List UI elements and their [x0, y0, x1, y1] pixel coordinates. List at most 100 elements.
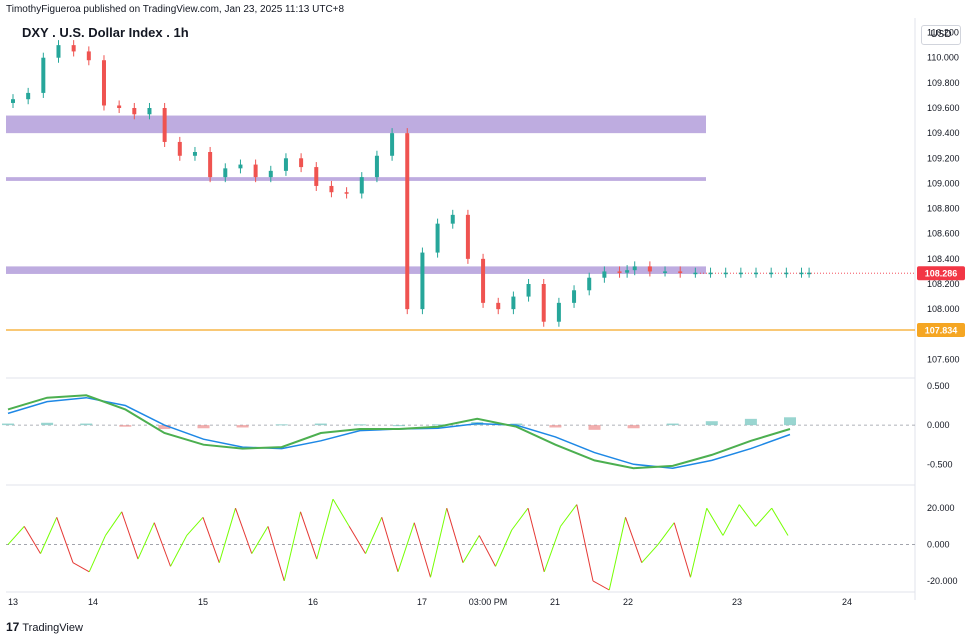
price-tick-label: 110.200 [927, 28, 959, 38]
osc-segment [527, 508, 545, 572]
candle-body [647, 266, 652, 272]
time-tick-label: 16 [308, 597, 318, 607]
osc-segment [722, 504, 740, 536]
tradingview-logo-icon: 17 [6, 620, 20, 634]
price-tick-label: 109.800 [927, 78, 960, 88]
candle-body [435, 223, 440, 253]
candle-body [71, 45, 76, 52]
osc-segment [608, 517, 626, 591]
candle-body [587, 277, 592, 291]
candle-body [283, 158, 288, 171]
candle-body [663, 271, 668, 273]
wt-tick-label: -0.500 [927, 459, 953, 469]
candle-body [617, 271, 622, 273]
publisher-caption: TimothyFigueroa published on TradingView… [6, 4, 345, 15]
osc-segment [7, 526, 25, 545]
wt-histogram-bar [666, 423, 679, 426]
wt-histogram-bar [80, 423, 93, 426]
price-tick-label: 109.600 [927, 103, 960, 113]
resistance-zone-upper [6, 115, 706, 134]
wt-fast-line [7, 394, 791, 470]
candle-body [738, 272, 743, 275]
osc-segment [23, 526, 41, 554]
osc-segment [170, 535, 188, 567]
osc-segment [300, 511, 318, 560]
candle-body [420, 252, 425, 310]
osc-segment [332, 498, 350, 527]
candle-body [329, 185, 334, 193]
candle-body [541, 284, 546, 322]
osc-segment [706, 507, 724, 536]
candle-body [299, 158, 304, 168]
osc-segment [641, 544, 659, 564]
osc-segment [348, 526, 366, 554]
candle-body [481, 258, 486, 303]
candle-body [465, 214, 470, 259]
time-tick-label: 23 [732, 597, 742, 607]
candle-body [754, 272, 759, 275]
osc-segment [88, 535, 106, 573]
osc-segment [153, 522, 171, 567]
osc-segment [478, 535, 496, 567]
osc-segment [625, 517, 643, 563]
candle-body [526, 284, 531, 297]
wt-slow-line [7, 396, 791, 469]
osc-segment [218, 508, 236, 563]
candle-body [450, 214, 455, 224]
osc-tick-label: 0.000 [927, 540, 950, 550]
price-tick-label: 109.400 [927, 128, 960, 138]
osc-segment [72, 562, 90, 573]
osc-segment [365, 517, 383, 554]
tradingview-brand: 17 TradingView [6, 620, 83, 634]
time-tick-label: 24 [842, 597, 852, 607]
wt-histogram-bar [197, 425, 210, 429]
candle-body [132, 108, 137, 115]
candle-body [86, 51, 91, 61]
osc-segment [202, 517, 220, 563]
candle-body [56, 45, 61, 58]
osc-segment [511, 507, 529, 531]
pivot-zone [6, 266, 706, 274]
brand-label: TradingView [22, 622, 83, 634]
candle-body [238, 164, 243, 169]
candle-body [26, 92, 31, 100]
last-price-label-bg [917, 266, 965, 281]
wt-histogram-bar [275, 424, 288, 426]
osc-segment [105, 511, 123, 536]
candle-body [223, 168, 228, 178]
osc-segment [40, 517, 58, 554]
candle-body [405, 133, 410, 310]
candle-body [344, 192, 349, 194]
currency-button[interactable]: USD [921, 25, 961, 45]
candle-body [208, 152, 213, 178]
price-tick-label: 109.200 [927, 153, 960, 163]
osc-segment [235, 508, 253, 554]
wt-histogram-bar [784, 417, 796, 426]
wt-histogram-bar [314, 423, 327, 426]
candle-body [723, 272, 728, 275]
support-price-label-bg [917, 323, 965, 338]
wt-histogram-bar [549, 425, 562, 428]
osc-segment [446, 508, 464, 563]
time-tick-label: 03:00 PM [469, 597, 508, 607]
candle-body [268, 170, 273, 178]
osc-segment [657, 522, 675, 545]
price-tick-label: 108.400 [927, 254, 960, 264]
price-tick-label: 109.000 [927, 178, 960, 188]
osc-segment [251, 526, 269, 554]
osc-segment [771, 507, 789, 536]
candle-body [693, 272, 698, 275]
candle-body [799, 272, 804, 275]
osc-segment [267, 526, 285, 582]
chart-title: DXY . U.S. Dollar Index . 1h [22, 25, 189, 40]
candle-body [390, 133, 395, 156]
time-tick-label: 21 [550, 597, 560, 607]
wt-histogram-bar [744, 418, 757, 426]
candle-body [314, 167, 319, 186]
osc-segment [397, 522, 415, 572]
support-price-label: 107.834 [925, 326, 958, 336]
candle-body [678, 271, 683, 273]
candle-body [602, 271, 607, 278]
wt-tick-label: 0.000 [927, 420, 950, 430]
